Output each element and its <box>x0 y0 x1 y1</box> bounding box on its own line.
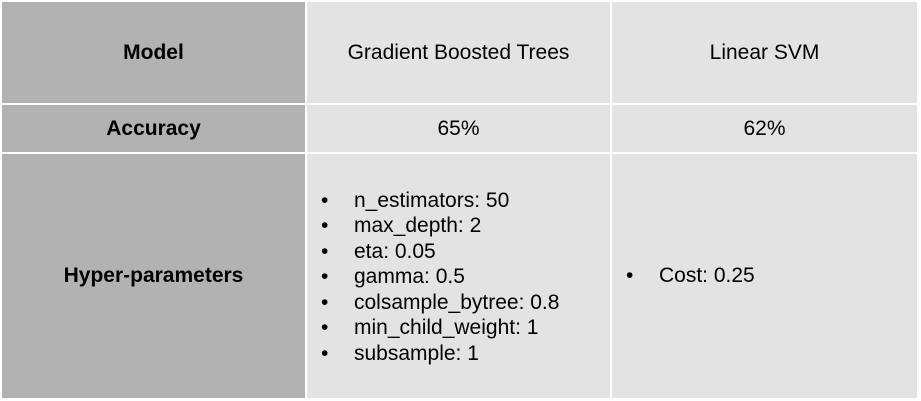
cell-hyperparameters-gbt: n_estimators: 50 max_depth: 2 eta: 0.05 … <box>307 154 612 398</box>
cell-text: 62% <box>743 116 786 140</box>
cell-accuracy-svm: 62% <box>612 105 917 154</box>
list-item: eta: 0.05 <box>314 239 610 265</box>
hyperparameter-list-svm: Cost: 0.25 <box>619 263 917 289</box>
cell-text: 65% <box>437 116 480 140</box>
cell-hyperparameters-svm: Cost: 0.25 <box>612 154 917 398</box>
list-item: subsample: 1 <box>314 341 610 367</box>
row-header-accuracy: Accuracy <box>2 105 307 154</box>
row-header-hyperparameters: Hyper-parameters <box>2 154 307 398</box>
list-item: gamma: 0.5 <box>314 264 610 290</box>
cell-text: Gradient Boosted Trees <box>347 40 570 64</box>
hyperparameter-list-gbt: n_estimators: 50 max_depth: 2 eta: 0.05 … <box>314 188 610 367</box>
list-item: colsample_bytree: 0.8 <box>314 290 610 316</box>
list-item: n_estimators: 50 <box>314 188 610 214</box>
row-header-model: Model <box>2 2 307 105</box>
cell-model-svm: Linear SVM <box>612 2 917 105</box>
list-item: max_depth: 2 <box>314 213 610 239</box>
row-header-label: Accuracy <box>106 116 201 140</box>
cell-accuracy-gbt: 65% <box>307 105 612 154</box>
row-header-label: Hyper-parameters <box>63 264 244 287</box>
row-header-label: Model <box>123 40 184 64</box>
list-item: min_child_weight: 1 <box>314 315 610 341</box>
cell-text: Linear SVM <box>709 40 820 64</box>
list-item: Cost: 0.25 <box>619 263 917 289</box>
cell-model-gbt: Gradient Boosted Trees <box>307 2 612 105</box>
